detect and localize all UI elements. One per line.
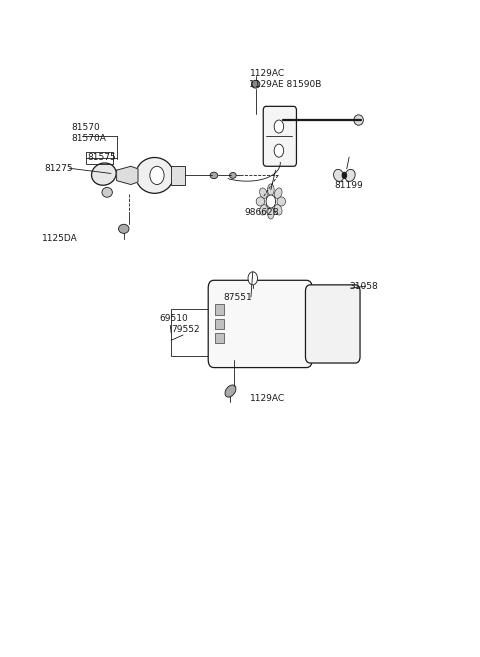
Circle shape [342, 172, 347, 179]
Text: 69510: 69510 [159, 314, 188, 323]
FancyBboxPatch shape [263, 106, 297, 166]
Text: 98662B: 98662B [245, 208, 279, 217]
FancyBboxPatch shape [208, 281, 312, 367]
Text: 1129AE 81590B: 1129AE 81590B [250, 80, 322, 89]
Ellipse shape [210, 172, 218, 179]
Ellipse shape [260, 188, 267, 198]
Ellipse shape [354, 115, 363, 125]
Ellipse shape [102, 187, 112, 197]
Ellipse shape [277, 197, 286, 206]
Ellipse shape [225, 385, 236, 397]
Text: 79552: 79552 [172, 325, 200, 334]
Bar [171, 309, 218, 356]
Circle shape [274, 144, 284, 157]
Text: 87551: 87551 [223, 293, 252, 302]
Ellipse shape [150, 166, 164, 185]
Ellipse shape [275, 204, 282, 215]
Ellipse shape [345, 170, 355, 181]
Ellipse shape [229, 173, 236, 178]
Ellipse shape [267, 184, 274, 196]
FancyBboxPatch shape [305, 285, 360, 363]
Circle shape [248, 272, 257, 285]
Ellipse shape [267, 208, 274, 219]
Ellipse shape [92, 163, 116, 185]
Polygon shape [117, 166, 138, 185]
Text: 81199: 81199 [334, 181, 363, 190]
Text: 31058: 31058 [349, 282, 378, 290]
Text: 81275: 81275 [45, 164, 73, 173]
Circle shape [274, 120, 284, 133]
Ellipse shape [256, 197, 264, 206]
Circle shape [266, 195, 276, 208]
Bar [215, 304, 224, 315]
Bar [215, 333, 224, 344]
Ellipse shape [252, 80, 260, 88]
Text: 81570A: 81570A [72, 134, 107, 143]
Ellipse shape [275, 188, 282, 198]
Text: 81570: 81570 [72, 124, 100, 132]
Text: 1125DA: 1125DA [42, 234, 77, 243]
Bar [86, 152, 113, 164]
Ellipse shape [119, 224, 129, 233]
Ellipse shape [136, 158, 174, 193]
Bar [171, 166, 185, 185]
Ellipse shape [334, 170, 344, 181]
Ellipse shape [260, 204, 267, 215]
Text: 1129AC: 1129AC [250, 394, 285, 403]
Text: 1129AC: 1129AC [250, 68, 285, 78]
Bar [215, 319, 224, 329]
Text: 81575: 81575 [87, 152, 116, 162]
